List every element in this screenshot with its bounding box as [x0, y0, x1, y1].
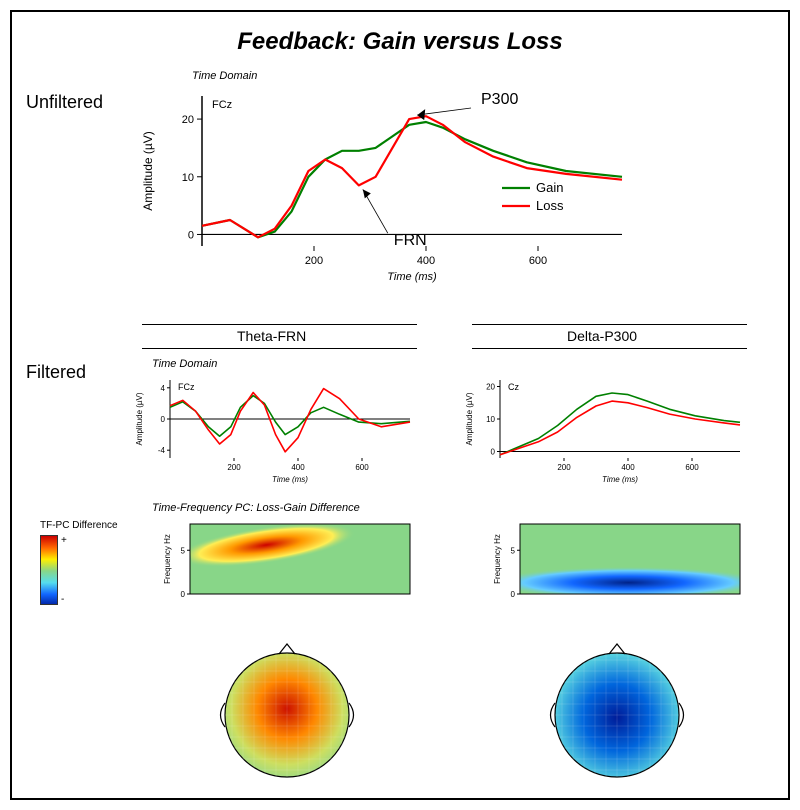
- svg-text:400: 400: [291, 463, 305, 472]
- colorbar-plus: +: [61, 535, 67, 546]
- svg-text:4: 4: [161, 384, 166, 393]
- divider-delta-top: [472, 324, 747, 325]
- divider-theta-top: [142, 324, 417, 325]
- colorbar-minus: -: [61, 594, 67, 605]
- svg-text:0: 0: [181, 590, 186, 599]
- svg-text:200: 200: [227, 463, 241, 472]
- figure-frame: Feedback: Gain versus Loss Unfiltered Fi…: [10, 10, 790, 800]
- divider-delta-bot: [472, 348, 747, 349]
- svg-text:400: 400: [417, 255, 435, 267]
- label-theta-frn: Theta-FRN: [237, 328, 306, 344]
- colorbar: [40, 535, 58, 605]
- figure-title: Feedback: Gain versus Loss: [12, 28, 788, 56]
- svg-text:5: 5: [181, 546, 186, 555]
- svg-text:-4: -4: [158, 446, 166, 455]
- svg-text:10: 10: [182, 172, 194, 184]
- theta-frn-chart: -4 0 4 200 400 600 Amplitude (µV) Time (ms) FCz: [132, 370, 432, 490]
- topo-delta: [537, 630, 697, 790]
- svg-text:Frequency Hz: Frequency Hz: [493, 534, 502, 584]
- delta-p300-chart: 0 10 20 200 400 600 Amplitude (µV) Time (ms) Cz: [462, 370, 762, 490]
- svg-text:Loss: Loss: [536, 198, 564, 213]
- delta-heatmap: 0 5 Frequency Hz: [492, 520, 752, 610]
- svg-text:FCz: FCz: [178, 382, 195, 392]
- label-unfiltered: Unfiltered: [26, 92, 103, 113]
- svg-text:FCz: FCz: [212, 99, 232, 111]
- svg-text:400: 400: [621, 463, 635, 472]
- svg-text:0: 0: [491, 448, 496, 457]
- label-tfpc-diff: TF-PC Difference: [40, 520, 118, 531]
- svg-text:P300: P300: [481, 91, 518, 108]
- theta-heatmap: 0 5 Frequency Hz: [162, 520, 422, 610]
- svg-text:5: 5: [511, 546, 516, 555]
- unfiltered-erp-chart: 0 10 20 200 400 600 Amplitude (µV) Time (ms) FCz…: [132, 82, 652, 292]
- svg-text:Time (ms): Time (ms): [387, 271, 437, 283]
- svg-text:600: 600: [355, 463, 369, 472]
- svg-text:Gain: Gain: [536, 180, 563, 195]
- svg-text:200: 200: [557, 463, 571, 472]
- svg-text:0: 0: [511, 590, 516, 599]
- svg-text:Frequency Hz: Frequency Hz: [163, 534, 172, 584]
- svg-text:0: 0: [161, 415, 166, 424]
- label-time-domain-1: Time Domain: [192, 70, 257, 82]
- svg-text:20: 20: [486, 383, 495, 392]
- label-delta-p300: Delta-P300: [567, 328, 637, 344]
- svg-text:600: 600: [685, 463, 699, 472]
- svg-text:FRN: FRN: [394, 232, 427, 249]
- topo-theta: [207, 630, 367, 790]
- svg-text:200: 200: [305, 255, 323, 267]
- label-time-domain-2: Time Domain: [152, 358, 217, 370]
- label-tfpc-caption: Time-Frequency PC: Loss-Gain Difference: [152, 502, 360, 514]
- svg-text:600: 600: [529, 255, 547, 267]
- svg-text:10: 10: [486, 415, 495, 424]
- svg-text:0: 0: [188, 229, 194, 241]
- svg-text:Cz: Cz: [508, 382, 519, 392]
- svg-text:Amplitude (µV): Amplitude (µV): [141, 131, 155, 211]
- svg-text:20: 20: [182, 114, 194, 126]
- svg-text:Amplitude (µV): Amplitude (µV): [135, 392, 144, 445]
- divider-theta-bot: [142, 348, 417, 349]
- label-filtered: Filtered: [26, 362, 86, 383]
- colorbar-wrap: TF-PC Difference + -: [40, 520, 118, 605]
- svg-text:Time (ms): Time (ms): [602, 475, 638, 484]
- svg-text:Amplitude (µV): Amplitude (µV): [465, 392, 474, 445]
- svg-text:Time (ms): Time (ms): [272, 475, 308, 484]
